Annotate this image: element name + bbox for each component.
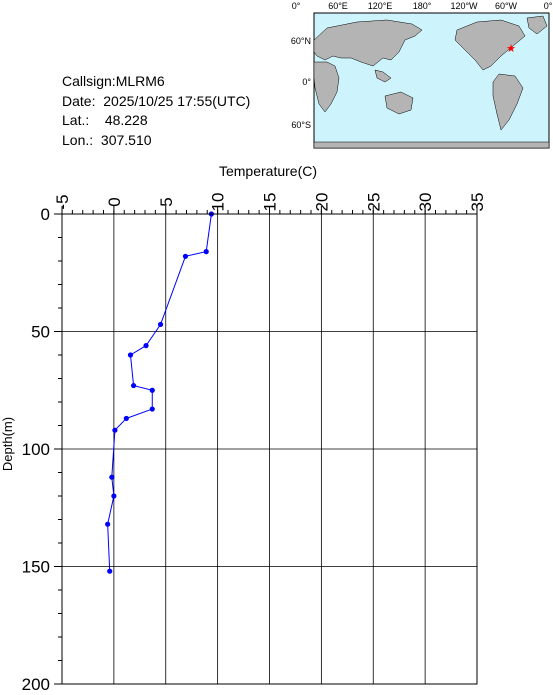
x-tick-label: 0 [105,197,124,206]
y-tick-label: 150 [22,558,50,577]
land-africa [313,61,340,113]
grid [61,213,478,685]
map-top-label: 120°W [450,1,478,11]
callsign-row: Callsign:MLRM6 [62,72,250,92]
callsign-value: MLRM6 [115,73,165,89]
land-southeast-asia [374,69,392,83]
lat-row: Lat.: 48.228 [62,111,250,131]
land-antarctica [313,141,550,149]
x-tick-label: 5 [157,197,176,206]
data-point [112,427,118,433]
lat-value: 48.228 [104,112,148,128]
land-north-america [454,19,526,71]
map-top-label: 60°W [495,1,518,11]
data-point [127,352,134,358]
data-point [107,568,113,574]
map-land [313,15,550,149]
map-left-label: 60°N [291,36,311,46]
station-info: Callsign:MLRM6 Date: 2025/10/25 17:55(UT… [62,72,250,150]
map-left-label: 60°S [291,120,311,130]
data-point [149,406,155,412]
date-value: 2025/10/25 17:55(UTC) [103,92,251,109]
lon-label: Lon.: [62,131,94,148]
x-tick-label: -5 [53,194,72,209]
data-point [105,521,111,527]
x-tick-label: 35 [468,193,487,212]
y-tick-label: 200 [22,675,50,690]
series [105,211,214,574]
data-point [109,474,115,480]
x-tick-label: 15 [261,193,280,212]
data-point [203,249,209,255]
y-tick-label: 0 [41,205,50,224]
x-tick-label: 20 [312,193,331,212]
data-point [182,253,189,259]
callsign-label: Callsign: [62,73,116,89]
y-axis-label: Depth(m) [0,417,15,471]
station-marker-star-icon: ★ [506,43,516,55]
land-south-america [492,73,524,131]
lat-label: Lat.: [62,112,90,128]
lon-value: 307.510 [100,131,152,148]
date-label: Date: [62,92,96,109]
data-point [157,321,164,328]
y-tick-label: 100 [22,440,50,459]
date-row: Date: 2025/10/25 17:55(UTC) [62,92,250,112]
map-top-label: 0° [292,1,301,11]
location-map: 0° 60°E 120°E 180° 120°W 60°W 0° 60°N 0°… [287,0,553,165]
x-tick-label: 30 [416,193,435,212]
map-top-label: 60°E [328,1,348,11]
series-line [107,213,212,572]
world-map: 0° 60°E 120°E 180° 120°W 60°W 0° 60°N 0°… [291,1,553,149]
land-eurasia [313,19,423,67]
land-greenland [526,15,548,35]
x-tick-label: 10 [209,193,228,212]
map-top-label: 120°E [368,1,393,11]
data-point [143,343,149,349]
land-australia [384,91,414,115]
data-point [130,382,137,389]
lon-row: Lon.: 307.510 [62,131,250,151]
map-top-label: 180° [413,1,432,11]
y-tick-label: 50 [31,323,50,342]
data-point [123,415,129,422]
map-top-label: 0° [544,1,553,11]
plot-frame [61,213,478,685]
x-axis-label: Temperature(C) [219,163,317,179]
data-point [111,493,117,499]
data-point [149,387,155,393]
x-tick-label: 25 [364,193,383,212]
map-left-label: 0° [302,77,311,87]
